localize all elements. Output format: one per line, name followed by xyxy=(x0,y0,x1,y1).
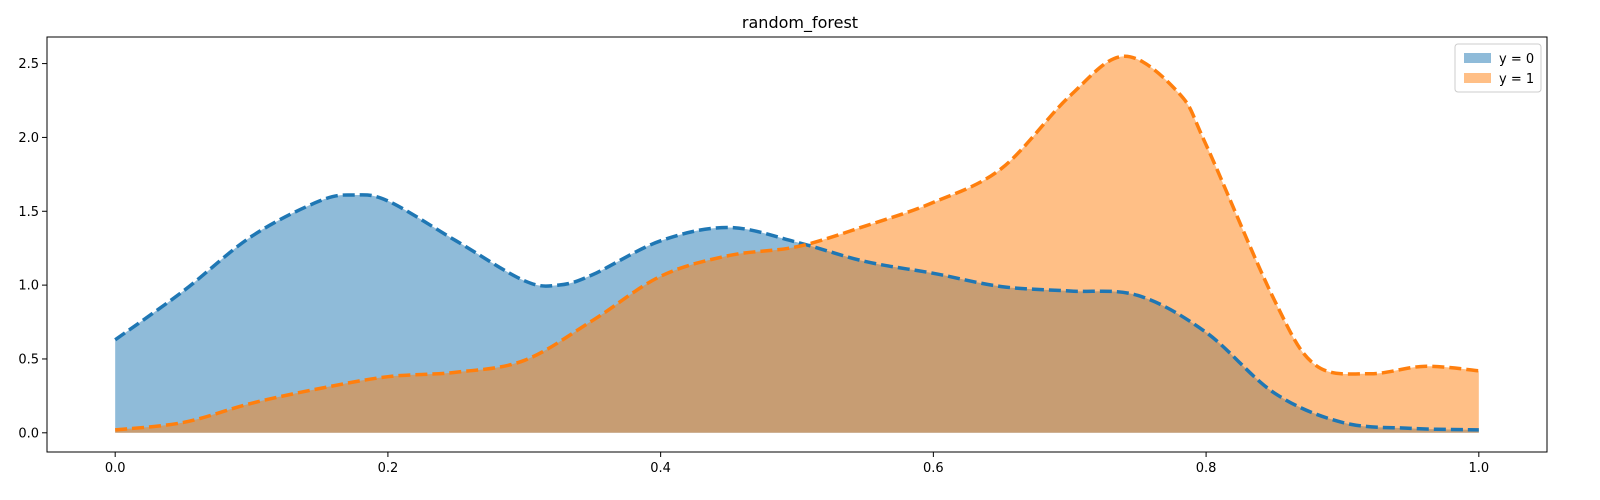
y-tick-label: 2.5 xyxy=(18,57,39,72)
x-tick-label: 0.2 xyxy=(378,461,399,476)
x-tick-label: 1.0 xyxy=(1468,461,1489,476)
x-tick-label: 0.8 xyxy=(1196,461,1217,476)
series-line-1 xyxy=(114,54,1479,432)
chart-title: random_forest xyxy=(742,13,858,33)
legend-swatch-1 xyxy=(1464,73,1491,83)
y-axis: 0.0 0.5 1.0 1.5 2.0 2.5 xyxy=(18,57,47,441)
legend: y = 0 y = 1 xyxy=(1454,43,1542,93)
series-layer xyxy=(114,54,1479,433)
plot-frame xyxy=(46,36,1548,453)
legend-label-0: y = 0 xyxy=(1499,52,1534,67)
y-tick-label: 2.0 xyxy=(18,131,39,146)
x-tick-label: 0.4 xyxy=(650,461,671,476)
x-tick-label: 0.0 xyxy=(105,461,126,476)
y-tick-label: 1.5 xyxy=(18,205,39,220)
x-axis: 0.0 0.2 0.4 0.6 0.8 1.0 xyxy=(105,452,1489,476)
y-tick-label: 0.0 xyxy=(18,426,39,441)
series-area-1 xyxy=(115,56,1479,433)
legend-label-1: y = 1 xyxy=(1499,72,1534,87)
x-tick-label: 0.6 xyxy=(923,461,944,476)
y-tick-label: 1.0 xyxy=(18,279,39,294)
y-tick-label: 0.5 xyxy=(18,352,39,367)
legend-swatch-0 xyxy=(1464,53,1491,63)
